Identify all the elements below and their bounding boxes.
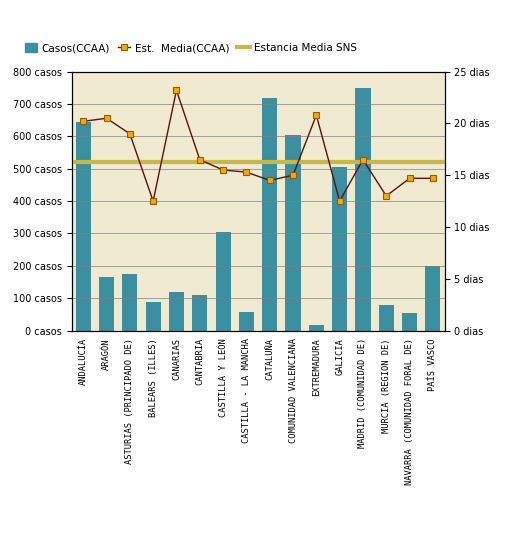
Bar [169,292,184,331]
Bar [99,277,114,331]
Bar [76,122,91,331]
Bar [192,295,207,331]
Bar [425,266,440,331]
Bar [332,167,347,331]
Bar [309,325,324,331]
Bar [402,313,417,331]
Bar [262,98,277,331]
Bar [216,232,230,331]
Bar [239,312,254,331]
Bar [286,135,300,331]
Bar [379,305,394,331]
Bar [146,302,161,331]
Bar [355,88,370,331]
Bar [122,274,137,331]
Legend: Casos(CCAA), Est.  Media(CCAA), Estancia Media SNS: Casos(CCAA), Est. Media(CCAA), Estancia … [25,43,357,53]
